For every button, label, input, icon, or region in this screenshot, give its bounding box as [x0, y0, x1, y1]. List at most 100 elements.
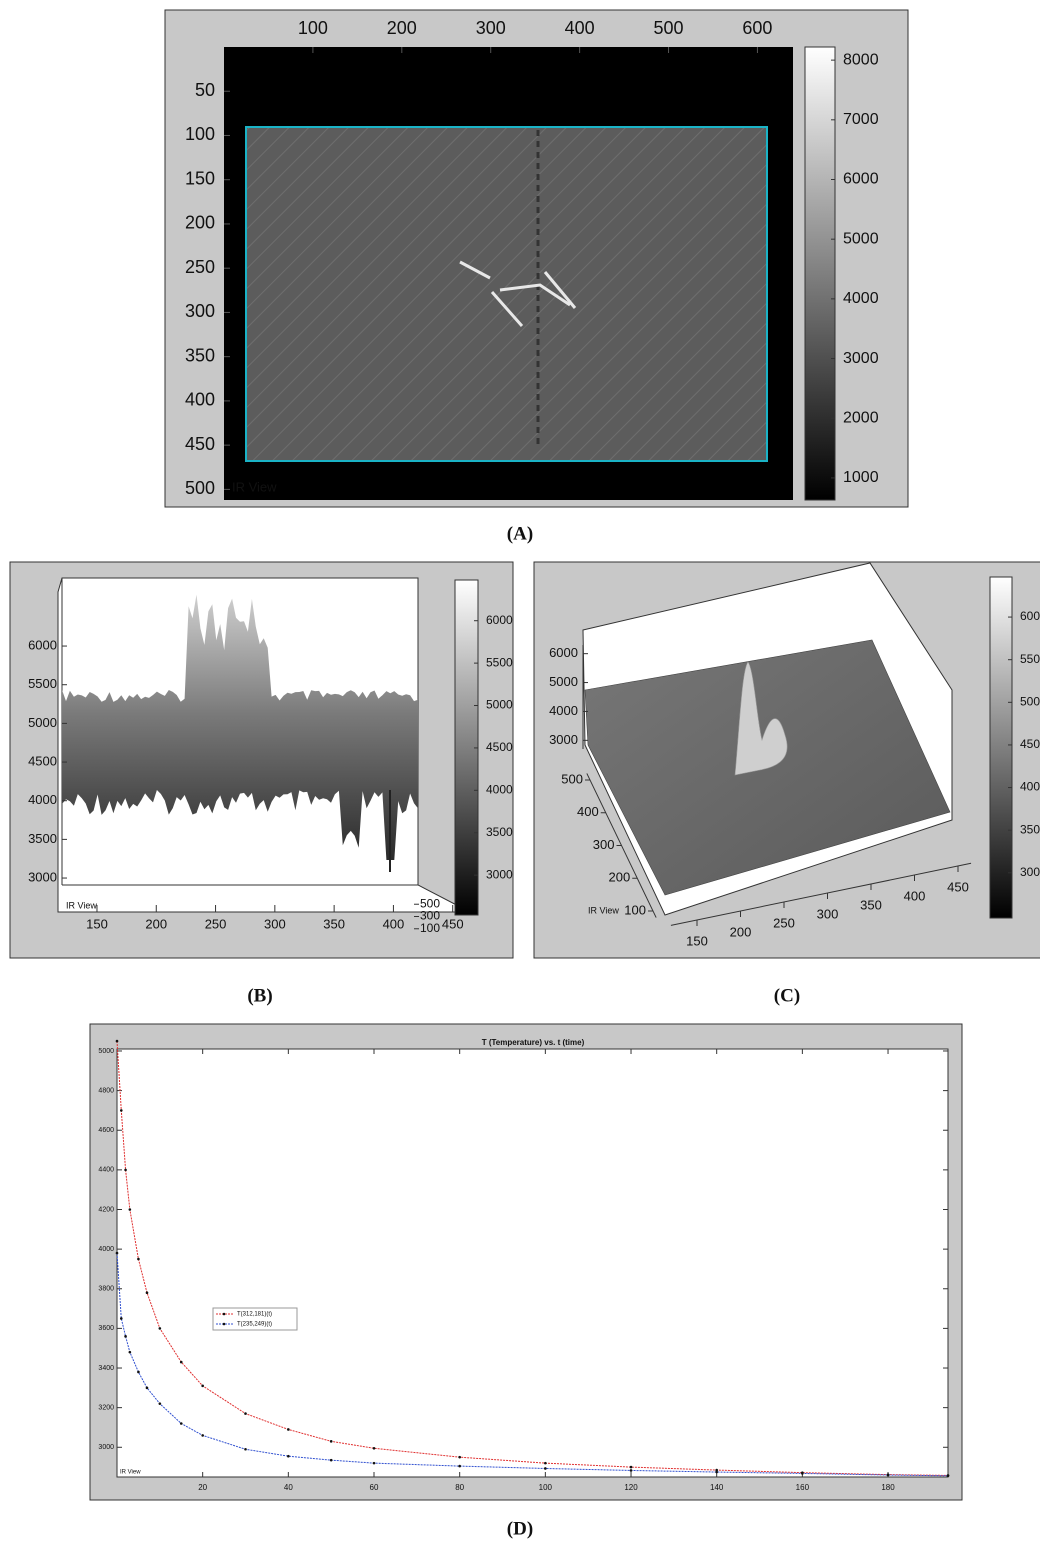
y-tick-label: 4000	[98, 1246, 114, 1253]
y-tick-label: 3000	[98, 1444, 114, 1451]
ir-feature	[459, 260, 577, 327]
y-tick-label: 400	[577, 804, 599, 819]
y-tick-label: 4800	[98, 1087, 114, 1094]
caption: (B)	[247, 985, 272, 1006]
data-point	[715, 1470, 718, 1474]
x-tick-label: 100	[298, 18, 328, 38]
caption: (A)	[507, 523, 533, 544]
y-tick-label: 100	[185, 124, 215, 144]
y-tick-label: 100	[624, 902, 646, 917]
x-tick-label: 200	[145, 916, 167, 931]
x-tick-label: 600	[742, 18, 772, 38]
y-tick-label: 4600	[98, 1127, 114, 1134]
data-point	[544, 1461, 547, 1465]
y-tick-label: 500	[561, 771, 583, 786]
x-tick-label: 40	[284, 1483, 293, 1492]
y-tick-label: 500	[420, 896, 440, 910]
data-point	[629, 1465, 633, 1469]
y-tick-label: 200	[609, 870, 631, 885]
colorbar	[989, 576, 1013, 919]
data-point	[201, 1384, 204, 1388]
colorbar-tick-label: 6000	[843, 171, 879, 188]
y-tick-label: 5000	[98, 1048, 114, 1055]
data-point	[119, 1317, 123, 1320]
x-tick-label: 200	[730, 924, 752, 939]
data-point	[145, 1386, 149, 1390]
data-point	[372, 1446, 376, 1450]
x-tick-label: 20	[198, 1483, 207, 1492]
y-tick-label: 300	[420, 909, 440, 923]
legend-label: T(235,249)(t)	[237, 1322, 272, 1328]
data-point	[801, 1472, 804, 1475]
z-tick-label: 3000	[28, 869, 57, 884]
data-point	[629, 1469, 633, 1472]
ir-region	[245, 126, 768, 462]
colorbar-tick-label: 5500	[1020, 652, 1040, 666]
data-point	[158, 1327, 162, 1330]
surface	[62, 594, 418, 860]
colorbar-tick-label: 3000	[486, 867, 513, 881]
annotation: IR View	[120, 1470, 141, 1476]
data-point	[128, 1350, 132, 1354]
data-point	[287, 1428, 290, 1431]
x-tick-label: 300	[817, 906, 839, 921]
legend-marker	[222, 1312, 226, 1316]
x-tick-label: 450	[442, 916, 464, 931]
colorbar-tick-label: 4500	[1020, 737, 1040, 751]
series-line	[116, 1041, 949, 1476]
x-tick-label: 160	[796, 1483, 810, 1492]
data-point	[158, 1402, 162, 1405]
colorbar-tick-label: 8000	[843, 51, 879, 68]
y-tick-label: 450	[185, 434, 215, 454]
surface-peak	[734, 661, 788, 776]
z-tick-label: 6000	[28, 637, 57, 652]
y-tick-label: 3800	[98, 1286, 114, 1293]
z-tick-label: 5000	[549, 674, 578, 689]
x-tick-label: 100	[539, 1483, 553, 1492]
z-tick-label: 4000	[549, 703, 578, 718]
x-tick-label: 180	[881, 1483, 895, 1492]
data-point	[201, 1434, 204, 1437]
z-tick-label: 6000	[549, 645, 578, 660]
plot-area	[116, 1048, 949, 1478]
colorbar-tick-label: 3500	[1020, 822, 1040, 836]
data-point	[329, 1458, 333, 1462]
colorbar-tick-label: 7000	[843, 111, 879, 128]
z-tick-label: 3500	[28, 831, 57, 846]
x-tick-label: 350	[323, 916, 345, 931]
data-point	[244, 1412, 247, 1415]
y-tick-label: 250	[185, 257, 215, 277]
z-tick-label: 4000	[28, 792, 57, 807]
colorbar-tick-label: 5500	[486, 655, 513, 669]
z-tick-label: 5500	[28, 676, 57, 691]
colorbar-tick-label: 5000	[843, 230, 879, 247]
x-tick-label: 300	[476, 18, 506, 38]
data-point	[179, 1360, 183, 1364]
y-tick-label: 300	[593, 837, 615, 852]
data-point	[244, 1447, 247, 1451]
x-tick-label: 200	[387, 18, 417, 38]
colorbar	[804, 46, 836, 501]
colorbar-tick-label: 3000	[1020, 865, 1040, 879]
annotation: IR View	[232, 479, 277, 494]
data-point	[179, 1422, 183, 1425]
colorbar-tick-label: 4000	[1020, 780, 1040, 794]
chart-title: T (Temperature) vs. t (time)	[482, 1038, 585, 1047]
colorbar-tick-label: 4000	[843, 290, 879, 307]
data-point	[458, 1464, 461, 1468]
x-tick-label: 140	[710, 1483, 724, 1492]
data-point	[544, 1467, 547, 1470]
colorbar-tick-label: 3000	[843, 350, 879, 367]
colorbar-tick-label: 2000	[843, 409, 879, 426]
data-point	[458, 1455, 461, 1459]
x-tick-label: 500	[654, 18, 684, 38]
colorbar-tick-label: 1000	[843, 469, 879, 486]
y-tick-label: 300	[185, 301, 215, 321]
data-point	[145, 1291, 149, 1295]
x-tick-label: 60	[370, 1483, 379, 1492]
y-tick-label: 3600	[98, 1325, 114, 1332]
colorbar-tick-label: 5000	[1020, 694, 1040, 708]
y-tick-label: 500	[185, 478, 215, 498]
